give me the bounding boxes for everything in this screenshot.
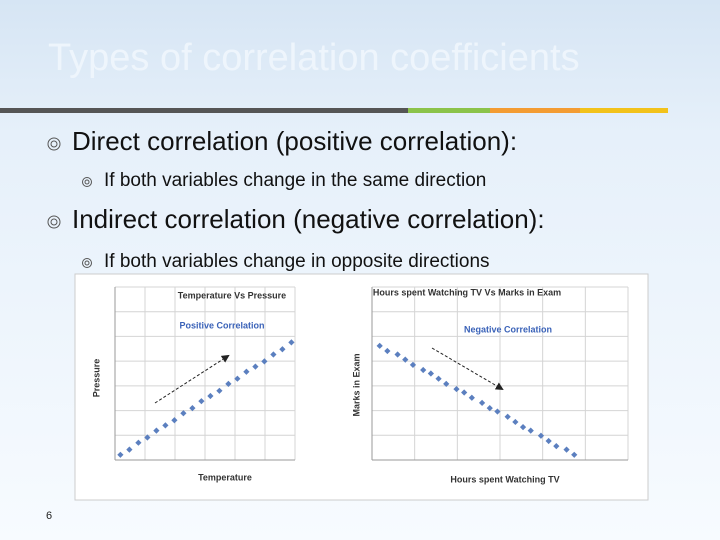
point xyxy=(384,347,391,355)
x-axis-label: Temperature xyxy=(198,472,252,482)
rule xyxy=(580,108,668,113)
point xyxy=(494,408,501,415)
point xyxy=(435,375,442,382)
page-number: 6 xyxy=(46,510,52,522)
point xyxy=(279,346,286,353)
trend-arrow xyxy=(431,347,504,391)
point xyxy=(420,366,427,374)
point xyxy=(486,404,493,412)
point xyxy=(402,356,409,363)
point xyxy=(409,361,417,368)
point xyxy=(453,385,460,393)
y-axis-label: Marks in Exam xyxy=(351,353,361,416)
point xyxy=(563,446,570,453)
point xyxy=(527,427,534,434)
point xyxy=(394,351,401,358)
sub-bullet-text: If both variables change in the same dir… xyxy=(104,170,486,191)
point xyxy=(427,370,434,377)
point xyxy=(376,342,383,349)
bullet-text: Indirect correlation (negative correlati… xyxy=(72,204,545,234)
annotation: Negative Correlation xyxy=(464,324,552,334)
bullet-text: Direct correlation (positive correlation… xyxy=(72,126,517,156)
bullets xyxy=(47,137,92,268)
rule xyxy=(408,108,490,113)
y-axis-label: Pressure xyxy=(91,359,101,398)
chart-title: Hours spent Watching TV Vs Marks in Exam xyxy=(373,287,561,297)
point xyxy=(468,394,475,401)
rule xyxy=(0,108,408,113)
point xyxy=(478,399,486,407)
point xyxy=(504,413,511,420)
rule xyxy=(490,108,580,113)
sub-bullet-text: If both variables change in opposite dir… xyxy=(104,251,490,272)
point xyxy=(261,358,268,365)
slide-title: Types of correlation coefficients xyxy=(48,37,580,79)
chart-title: Temperature Vs Pressure xyxy=(178,290,286,300)
annotation: Positive Correlation xyxy=(179,320,264,330)
x-axis-label: Hours spent Watching TV xyxy=(450,474,559,484)
trend-arrow xyxy=(154,354,230,404)
point xyxy=(461,389,468,396)
chart-panel xyxy=(74,273,649,501)
point xyxy=(288,339,295,346)
point xyxy=(443,380,450,387)
point xyxy=(270,351,277,358)
